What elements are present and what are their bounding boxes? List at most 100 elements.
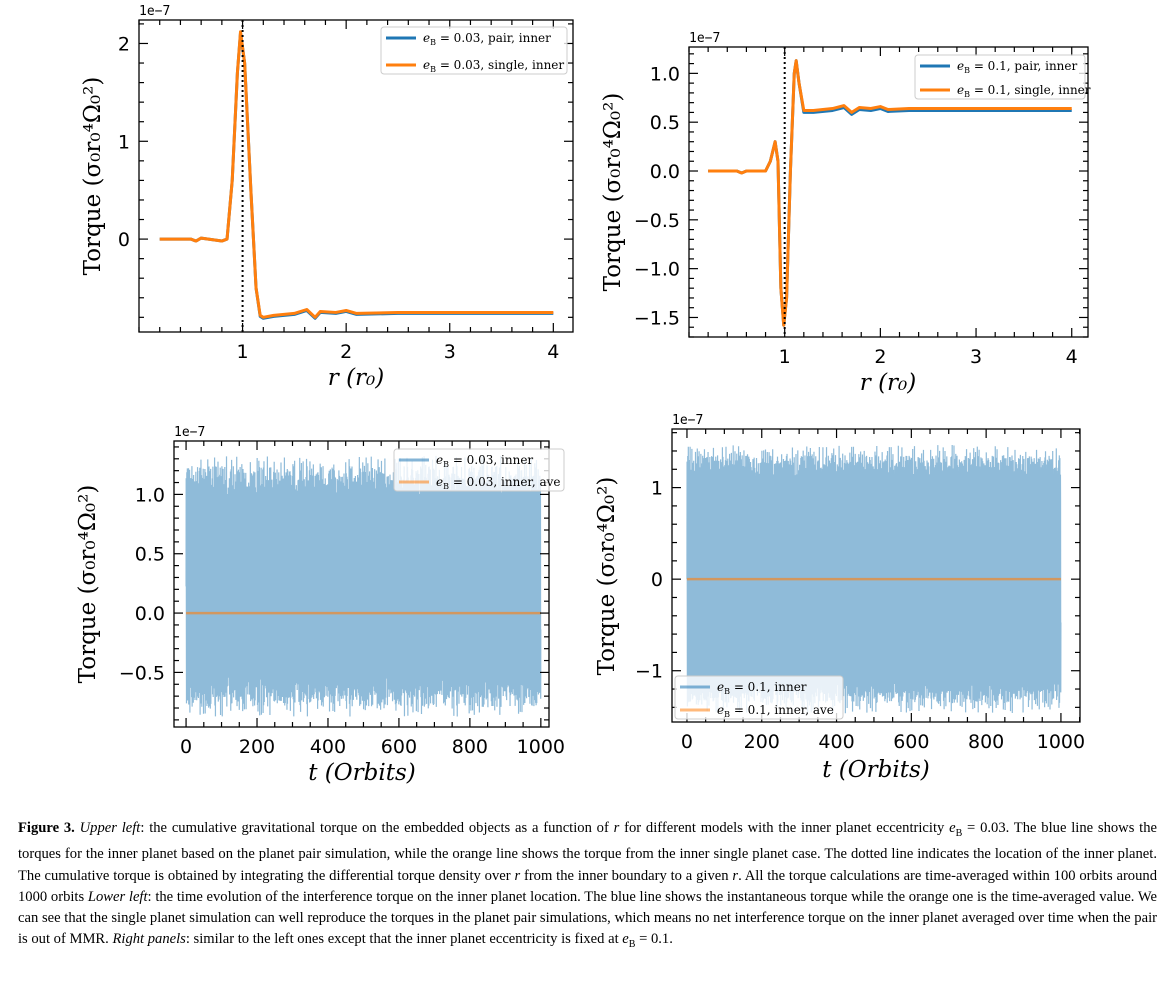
x-tick-label: 1000 (1037, 731, 1085, 753)
x-tick-label: 600 (381, 736, 417, 758)
x-tick-label: 1 (237, 341, 249, 363)
y-tick-label: 1.0 (135, 484, 165, 506)
legend-label: eB = 0.1, single, inner (957, 83, 1091, 99)
chart-panel-upper-left: 1 2 3 4 0 1 2 1e−7 r (r₀) Torque (σ₀r₀⁴Ω₀²) eB = 0… (80, 4, 574, 391)
legend: eB = 0.1, inner eB = 0.1, inner, ave (674, 675, 844, 720)
x-tick-label: 400 (310, 736, 346, 758)
y-tick-label: 0.0 (135, 603, 165, 625)
legend: eB = 0.03, pair, inner eB = 0.03, single,… (380, 26, 568, 75)
x-axis-label: t (Orbits) (308, 760, 415, 786)
y-tick-label: −0.5 (634, 210, 680, 232)
y-offset-text: 1e−7 (174, 425, 205, 440)
caption-segment: r (732, 867, 739, 884)
series-line-pair (159, 31, 554, 320)
y-tick-label: 1.0 (650, 63, 680, 85)
y-offset-text: 1e−7 (672, 413, 703, 428)
legend-label: eB = 0.1, inner, ave (717, 703, 834, 719)
y-tick-label: 1 (651, 478, 663, 500)
x-tick-label: 200 (744, 731, 780, 753)
plot-area (686, 444, 1062, 714)
x-tick-label: 800 (968, 731, 1004, 753)
x-tick-label: 2 (340, 341, 352, 363)
plot-area (159, 20, 554, 332)
x-tick-label: 1000 (517, 736, 565, 758)
x-tick-label: 4 (1066, 346, 1078, 368)
chart-panel-lower-left: 0 200 400 600 800 1000 −0.5 0.0 0.5 1.0 1e−7 t (Orb… (75, 425, 565, 786)
legend: eB = 0.03, inner eB = 0.03, inner, ave (393, 448, 565, 492)
y-tick-label: −1.0 (634, 259, 680, 281)
caption-segment: : similar to the left ones except that t… (185, 931, 623, 948)
caption-segment: Upper left (74, 820, 141, 836)
caption-segment: = 0.03. The blue line shows the torques … (18, 820, 1158, 884)
y-tick-label: 1 (118, 131, 130, 153)
y-tick-label: 0 (651, 569, 663, 591)
x-tick-label: 1 (779, 346, 791, 368)
chart-panel-upper-right: 1 2 3 4 −1.5 −1.0 −0.5 0.0 0.5 1.0 1e−7 r (r₀) Torqu… (600, 31, 1091, 396)
y-offset-text: 1e−7 (139, 4, 170, 19)
x-tick-label: 0 (681, 731, 693, 753)
legend-label: eB = 0.1, inner (717, 680, 807, 696)
x-axis-label: t (Orbits) (822, 757, 929, 783)
legend-label: eB = 0.03, inner (436, 453, 533, 469)
y-tick-label: 0.5 (650, 112, 680, 134)
caption-segment: B (628, 939, 636, 951)
figure: 1 2 3 4 0 1 2 1e−7 r (r₀) Torque (σ₀r₀⁴Ω₀²) eB = 0… (75, 4, 1091, 786)
chart-panel-lower-right: 0 200 400 600 800 1000 −1 0 1 1e−7 t (Orbits) Torqu… (594, 413, 1085, 783)
x-tick-label: 200 (239, 736, 275, 758)
axes-frame (671, 428, 1081, 723)
legend-box (380, 26, 568, 75)
axes-frame (688, 46, 1089, 338)
caption-segment: Right panels (112, 931, 186, 948)
series-line-instantaneous (686, 444, 1062, 714)
series-line-pair (708, 59, 1072, 327)
y-tick-label: 2 (118, 33, 130, 55)
x-tick-label: 0 (180, 736, 192, 758)
caption-segment: e (949, 820, 956, 836)
series-line-instantaneous (185, 455, 542, 717)
x-tick-label: 400 (818, 731, 854, 753)
legend-label: eB = 0.03, single, inner (423, 58, 564, 74)
caption-text: Upper left: the cumulative gravitational… (18, 820, 1158, 951)
plot-area (185, 455, 542, 717)
y-axis-label: Torque (σ₀r₀⁴Ω₀²) (75, 485, 101, 684)
y-axis-label: Torque (σ₀r₀⁴Ω₀²) (80, 77, 106, 276)
y-axis-label: Torque (σ₀r₀⁴Ω₀²) (594, 477, 620, 676)
x-axis-label: r (r₀) (328, 365, 384, 391)
caption-segment: r (613, 820, 620, 836)
caption-segment: e (622, 931, 629, 948)
figure-caption: Figure 3. Upper left: the cumulative gra… (18, 818, 1157, 956)
y-tick-label: 0.0 (650, 161, 680, 183)
legend: eB = 0.1, pair, inner eB = 0.1, single, i… (914, 54, 1091, 100)
x-axis-label: r (r₀) (860, 370, 916, 396)
caption-segment: Lower left (87, 888, 148, 905)
x-tick-label: 2 (874, 346, 886, 368)
x-tick-label: 3 (970, 346, 982, 368)
y-axis-label: Torque (σ₀r₀⁴Ω₀²) (600, 93, 626, 292)
caption-segment: B (955, 827, 963, 839)
legend-box (914, 54, 1086, 100)
caption-segment: r (514, 867, 521, 884)
series-line-single (708, 59, 1072, 327)
axes-frame (138, 19, 574, 333)
legend-box (674, 675, 844, 720)
caption-segment: : the cumulative gravitational torque on… (140, 820, 614, 836)
y-tick-label: −0.5 (119, 662, 165, 684)
y-tick-label: 0.5 (135, 544, 165, 566)
legend-label: eB = 0.03, inner, ave (436, 475, 561, 491)
x-tick-label: 3 (444, 341, 456, 363)
legend-label: eB = 0.1, pair, inner (957, 59, 1078, 75)
legend-label: eB = 0.03, pair, inner (423, 31, 551, 47)
figure-label: Figure 3. (18, 820, 75, 836)
x-tick-label: 4 (547, 341, 559, 363)
caption-segment: for different models with the inner plan… (619, 820, 950, 836)
caption-segment: : the time evolution of the interference… (18, 888, 1157, 948)
series-line-single (159, 30, 554, 319)
caption-segment: . All the torque calculations are time-a… (18, 867, 1157, 905)
caption-segment: = 0.1. (635, 931, 673, 948)
axes-frame (173, 440, 550, 728)
x-tick-label: 800 (452, 736, 488, 758)
legend-box (393, 448, 565, 492)
plot-area (708, 47, 1072, 337)
y-tick-label: −1.5 (634, 307, 680, 329)
y-tick-label: −1 (635, 661, 663, 683)
